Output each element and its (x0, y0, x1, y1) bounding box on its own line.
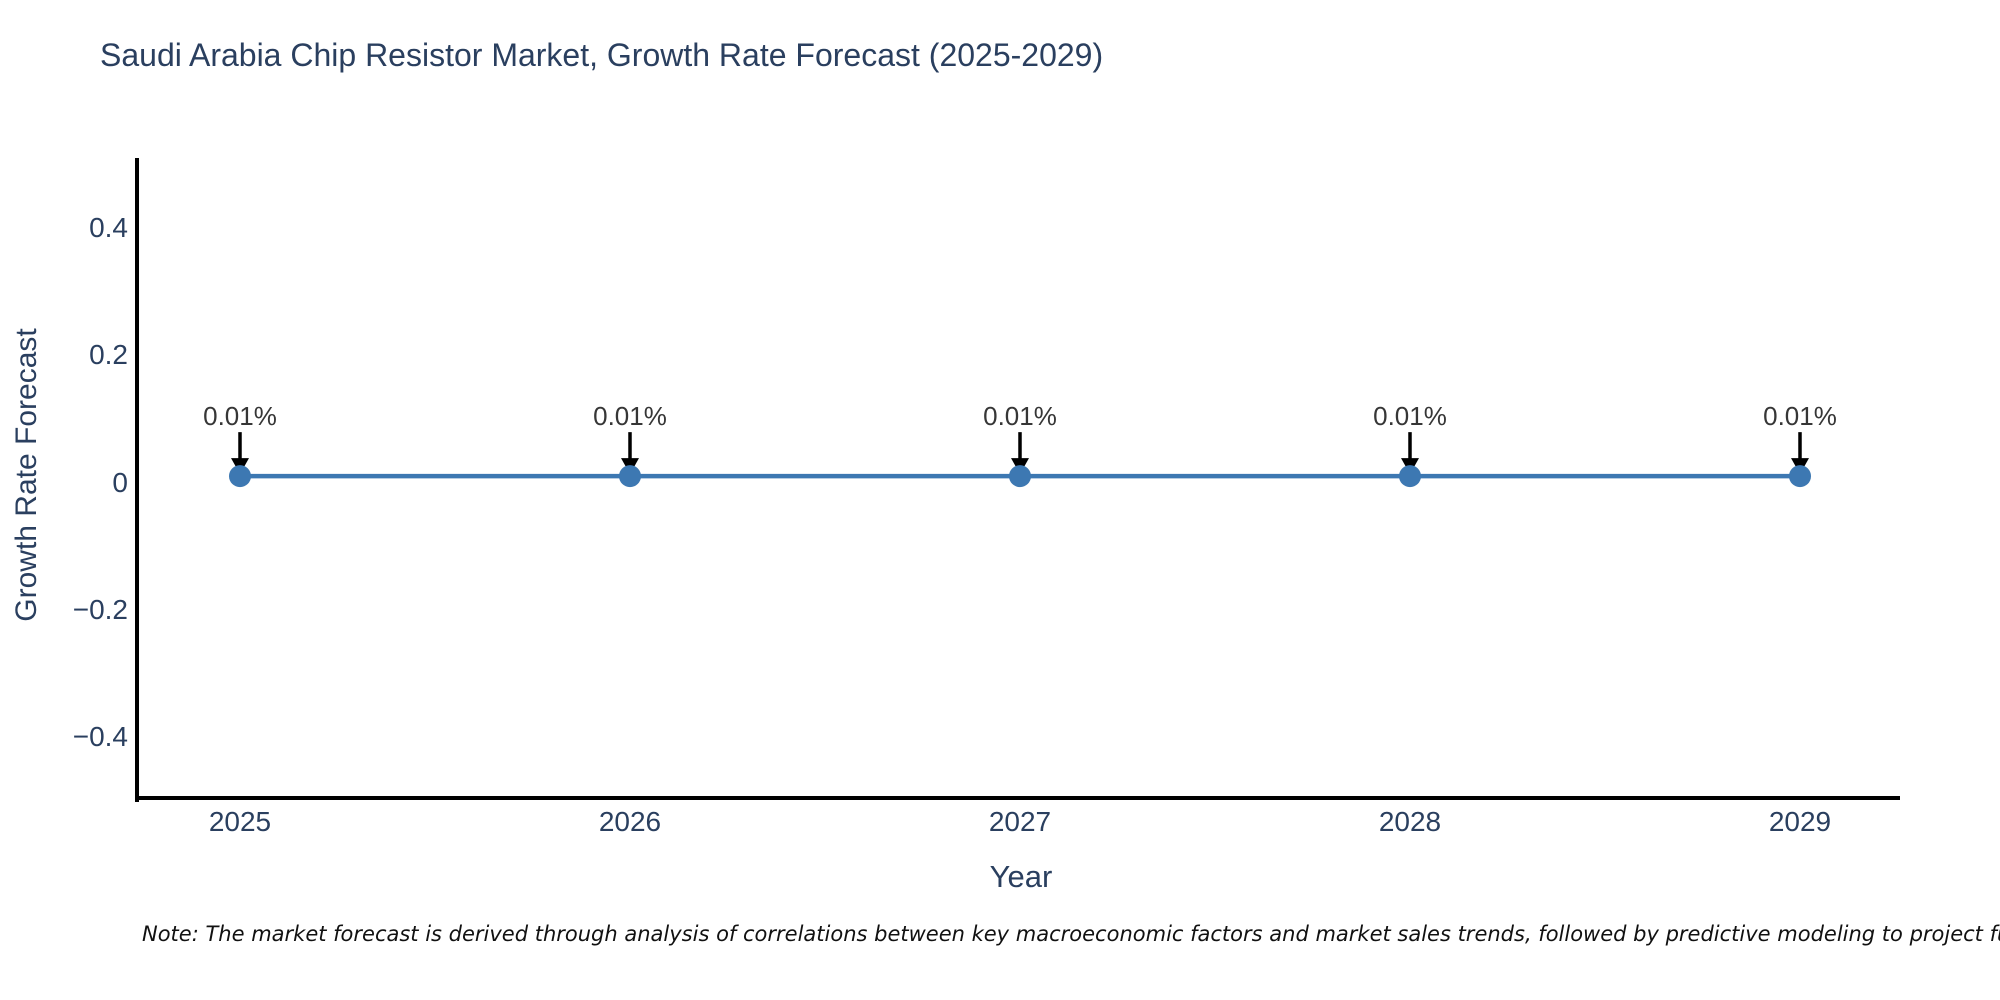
x-tick-label: 2027 (988, 806, 1052, 837)
data-point-marker (619, 465, 641, 488)
y-tick-label: −0.4 (72, 720, 128, 752)
data-point-marker (1399, 465, 1421, 488)
y-tick-label: 0.4 (89, 212, 128, 244)
footnote: Note: The market forecast is derived thr… (142, 922, 2000, 946)
y-tick-label: −0.2 (72, 593, 128, 625)
chart-title: Saudi Arabia Chip Resistor Market, Growt… (100, 37, 1104, 73)
y-tick-label: 0 (112, 466, 128, 498)
x-tick-label: 2029 (1768, 806, 1832, 837)
x-tick-label: 2025 (208, 806, 272, 837)
point-annotation: 0.01% (1763, 401, 1837, 432)
data-point-marker (1009, 465, 1031, 488)
x-tick-label: 2026 (598, 806, 662, 837)
y-tick-label: 0.2 (89, 339, 128, 371)
point-annotation: 0.01% (203, 401, 277, 432)
point-annotation: 0.01% (983, 401, 1057, 432)
point-annotation: 0.01% (593, 401, 667, 432)
data-point-marker (229, 465, 251, 488)
x-axis-title: Year (989, 859, 1053, 894)
x-tick-label: 2028 (1378, 806, 1442, 837)
point-annotation: 0.01% (1373, 401, 1447, 432)
data-point-marker (1789, 465, 1811, 488)
